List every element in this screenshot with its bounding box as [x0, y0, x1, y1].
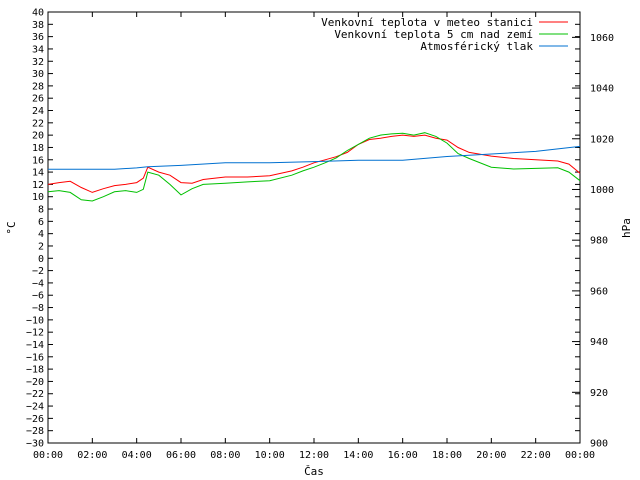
x-tick-label: 08:00: [210, 450, 240, 461]
x-tick-label: 14:00: [343, 450, 373, 461]
y-tick-label: −20: [26, 377, 44, 388]
y-tick-label: −10: [26, 315, 44, 326]
y-tick-label: −14: [26, 340, 44, 351]
y-tick-label: 10: [32, 192, 44, 203]
x-tick-label: 00:00: [33, 450, 63, 461]
y-tick-label: −2: [32, 266, 44, 277]
y-tick-label: −16: [26, 352, 44, 363]
y-tick-label: 30: [32, 69, 44, 80]
y-tick-label: −4: [32, 278, 44, 289]
series-lines: [47, 132, 581, 202]
x-tick-label: 00:00: [565, 450, 595, 461]
y-tick-label: 6: [38, 217, 44, 228]
x-tick-label: 02:00: [77, 450, 107, 461]
y-tick-label: 36: [32, 32, 44, 43]
x-tick-label: 04:00: [122, 450, 152, 461]
y-tick-label: 24: [32, 106, 44, 117]
y-tick-label: −8: [32, 303, 44, 314]
y2-tick-label: 1000: [590, 185, 614, 196]
y-tick-label: −18: [26, 365, 44, 376]
y2-axis-label: hPa: [620, 218, 633, 238]
y-tick-label: −22: [26, 389, 44, 400]
x-tick-label: 06:00: [166, 450, 196, 461]
x-tick-label: 12:00: [299, 450, 329, 461]
y2-tick-label: 1060: [590, 33, 614, 44]
legend-label: Venkovní teplota v meteo stanici: [321, 16, 533, 29]
y-tick-label: 34: [32, 44, 44, 55]
y-tick-label: 18: [32, 143, 44, 154]
y-tick-label: 8: [38, 205, 44, 216]
y-tick-label: 38: [32, 20, 44, 31]
x-tick-label: 22:00: [521, 450, 551, 461]
y-tick-label: 2: [38, 241, 44, 252]
x-tick-label: 18:00: [432, 450, 462, 461]
y-tick-label: 22: [32, 118, 44, 129]
y-tick-label: 32: [32, 57, 44, 68]
y-axis-ticks: 4038363432302826242220181614121086420−2−…: [26, 8, 580, 450]
y-tick-label: −26: [26, 414, 44, 425]
series-line-0: [47, 134, 581, 193]
y2-tick-label: 1020: [590, 134, 614, 145]
x-tick-label: 20:00: [476, 450, 506, 461]
y-tick-label: −12: [26, 328, 44, 339]
y-tick-label: 16: [32, 155, 44, 166]
y-tick-label: 0: [38, 254, 44, 265]
y-tick-label: 14: [32, 168, 44, 179]
y2-tick-label: 920: [590, 388, 608, 399]
x-tick-label: 16:00: [388, 450, 418, 461]
y-tick-label: 28: [32, 81, 44, 92]
y-tick-label: −30: [26, 439, 44, 450]
y-tick-label: 12: [32, 180, 44, 191]
series-line-2: [48, 145, 581, 170]
y-tick-label: 40: [32, 8, 44, 19]
x-tick-label: 10:00: [255, 450, 285, 461]
y2-tick-label: 980: [590, 236, 608, 247]
x-axis-label: Čas: [304, 465, 324, 478]
y2-tick-label: 1040: [590, 84, 614, 95]
x-axis-ticks: 00:00 02:00 04:00 06:00 08:00 10:00 12:00 14:00…: [33, 12, 595, 461]
y-tick-label: −28: [26, 426, 44, 437]
y-tick-label: 4: [38, 229, 44, 240]
y-tick-label: 20: [32, 131, 44, 142]
y-tick-label: −24: [26, 402, 44, 413]
series-line-1: [47, 132, 581, 202]
legend-label: Atmosférický tlak: [420, 40, 533, 53]
legend: Venkovní teplota v meteo staniciVenkovní…: [321, 16, 568, 53]
plot-frame: [47, 11, 581, 444]
y2-tick-label: 960: [590, 286, 608, 297]
legend-label: Venkovní teplota 5 cm nad zemí: [334, 28, 533, 41]
y2-axis-ticks: 1060 1040 1020 1000 980 960 940 920 900: [572, 33, 614, 450]
y2-tick-label: 940: [590, 337, 608, 348]
y2-tick-label: 900: [590, 439, 608, 450]
y-tick-label: −6: [32, 291, 44, 302]
y-axis-label: °C: [5, 221, 18, 234]
y-tick-label: 26: [32, 94, 44, 105]
